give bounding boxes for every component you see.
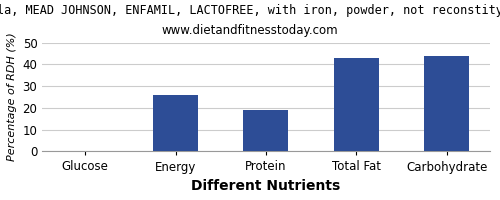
Text: la, MEAD JOHNSON, ENFAMIL, LACTOFREE, with iron, powder, not reconstitу: la, MEAD JOHNSON, ENFAMIL, LACTOFREE, wi… bbox=[0, 4, 500, 17]
Bar bbox=[153, 95, 198, 151]
Text: www.dietandfitnesstoday.com: www.dietandfitnesstoday.com bbox=[162, 24, 338, 37]
Bar bbox=[244, 110, 288, 151]
Y-axis label: Percentage of RDH (%): Percentage of RDH (%) bbox=[7, 33, 17, 161]
X-axis label: Different Nutrients: Different Nutrients bbox=[192, 179, 340, 193]
Bar bbox=[334, 58, 379, 151]
Bar bbox=[424, 56, 469, 151]
